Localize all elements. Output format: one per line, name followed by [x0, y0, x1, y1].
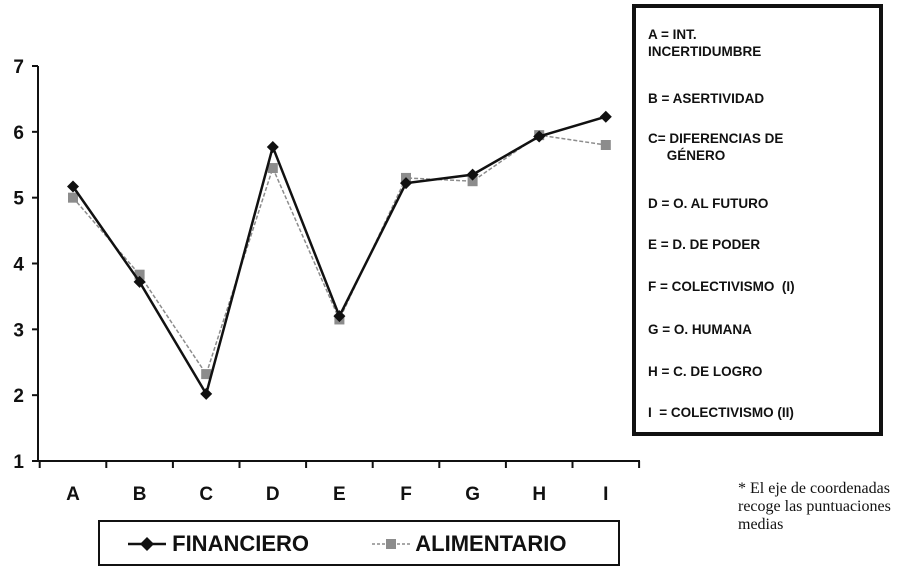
category-key-box: A = INT. INCERTIDUMBRE B = ASERTIVIDAD C…	[632, 4, 883, 436]
data-point-financiero	[200, 387, 213, 400]
key-item-b: B = ASERTIVIDAD	[648, 91, 765, 106]
key-item-i: I = COLECTIVISMO (II)	[648, 405, 794, 420]
series-line-alimentario	[72, 134, 606, 376]
chart-axes: 1 2 3 4 5 6 7 A B C D E F G H I	[13, 57, 641, 505]
data-point-financiero	[333, 310, 346, 323]
chart-legend: FINANCIERO ALIMENTARIO	[98, 520, 620, 566]
data-point-financiero	[266, 140, 279, 153]
data-point-alimentario	[267, 163, 278, 174]
y-tick-label: 3	[13, 320, 24, 341]
data-point-alimentario	[201, 369, 212, 380]
data-point-financiero	[400, 177, 412, 190]
y-tick-label: 2	[13, 386, 24, 407]
x-tick-label: G	[465, 484, 480, 505]
x-tick-label: C	[199, 484, 213, 505]
key-item-f: F = COLECTIVISMO (I)	[648, 279, 795, 294]
y-tick-label: 6	[13, 123, 24, 144]
y-tick-label: 4	[13, 255, 24, 276]
data-point-financiero	[67, 180, 79, 193]
x-tick-label: D	[266, 484, 280, 505]
y-tick-label: 1	[13, 452, 24, 473]
legend-item-financiero: FINANCIERO	[128, 531, 309, 557]
diamond-marker-icon	[128, 537, 166, 551]
data-point-financiero	[599, 110, 612, 123]
data-point-alimentario	[467, 176, 478, 187]
y-tick-label: 7	[13, 57, 24, 78]
key-item-g: G = O. HUMANA	[648, 322, 752, 337]
series-line-financiero	[71, 115, 607, 398]
footnote: * El eje de coordenadas recoge las puntu…	[738, 480, 891, 533]
key-item-c: C= DIFERENCIAS DE GÉNERO	[648, 131, 784, 163]
data-point-financiero	[533, 130, 546, 143]
data-point-alimentario	[68, 192, 78, 203]
x-tick-label: F	[400, 484, 412, 505]
x-tick-label: H	[532, 484, 546, 505]
square-marker-icon	[372, 539, 410, 549]
legend-label-financiero: FINANCIERO	[172, 531, 310, 556]
x-tick-label: E	[333, 484, 346, 505]
key-item-h: H = C. DE LOGRO	[648, 364, 763, 379]
key-item-e: E = D. DE PODER	[648, 237, 761, 252]
legend-label-alimentario: ALIMENTARIO	[415, 531, 567, 556]
y-tick-label: 5	[13, 189, 24, 210]
legend-item-alimentario: ALIMENTARIO	[372, 531, 566, 557]
data-point-alimentario	[134, 269, 145, 280]
chart-series	[67, 110, 612, 400]
series-financiero	[67, 110, 612, 400]
key-item-a: A = INT. INCERTIDUMBRE	[648, 27, 762, 59]
data-point-financiero	[466, 168, 479, 181]
x-tick-label: A	[66, 484, 80, 505]
x-tick-label: B	[133, 484, 147, 505]
x-tick-label: I	[603, 484, 608, 505]
key-item-d: D = O. AL FUTURO	[648, 196, 769, 211]
data-point-alimentario	[600, 140, 611, 150]
data-point-financiero	[133, 275, 146, 288]
series-alimentario	[68, 130, 611, 380]
